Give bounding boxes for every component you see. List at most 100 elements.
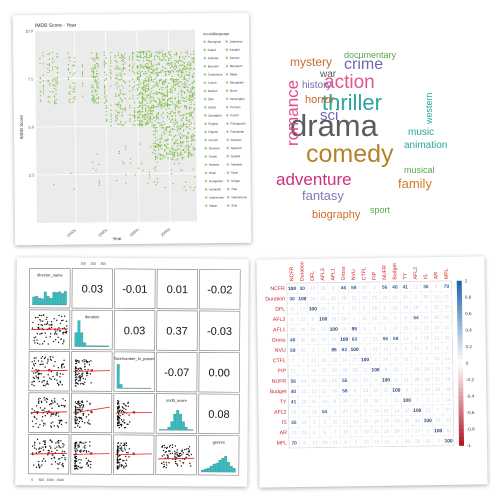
pairs-point (79, 367, 81, 369)
data-point (162, 98, 164, 100)
data-point (94, 91, 96, 93)
data-point (174, 104, 176, 106)
pairs-point (75, 373, 77, 375)
pairs-point (78, 360, 80, 362)
pairs-point (179, 452, 182, 455)
data-point (105, 62, 107, 64)
data-point (143, 88, 145, 90)
data-point (123, 124, 125, 126)
data-point (110, 85, 112, 87)
legend-swatch (227, 171, 229, 174)
data-point (136, 79, 139, 81)
data-point (157, 122, 159, 124)
data-point (142, 125, 144, 127)
data-point (190, 122, 192, 124)
correlation-cell: 100 (413, 408, 421, 414)
legend-swatch (227, 196, 230, 199)
pairs-point (46, 398, 49, 401)
data-point (144, 85, 146, 87)
pairs-point (90, 360, 92, 362)
pairs-point (81, 374, 83, 376)
data-point (147, 59, 149, 61)
data-point (104, 96, 106, 98)
data-point (138, 79, 140, 81)
data-point (147, 68, 149, 70)
pairs-point (62, 462, 64, 465)
data-point (163, 67, 165, 69)
data-point (162, 121, 164, 123)
data-point (157, 103, 159, 106)
colorbar-segment (458, 391, 464, 397)
data-point (165, 67, 167, 70)
pairs-point (121, 448, 123, 450)
correlation-cell: 35 (301, 389, 307, 395)
data-point (162, 103, 164, 105)
histogram-bar (74, 332, 78, 347)
data-point (140, 105, 142, 107)
data-point (192, 96, 194, 98)
data-point (185, 112, 188, 115)
correlation-cell: 33 (393, 367, 399, 373)
word-sport: sport (370, 205, 391, 215)
pairs-point (51, 463, 53, 465)
pairs-point (35, 448, 38, 450)
data-point (176, 105, 178, 108)
data-point (187, 146, 189, 148)
data-point (175, 120, 177, 122)
pairs-cell (198, 310, 241, 352)
pairs-point (56, 463, 59, 465)
data-point (179, 56, 181, 58)
data-point (140, 125, 142, 127)
data-point (177, 100, 180, 103)
data-point (129, 90, 131, 92)
data-point (140, 162, 143, 164)
correlation-cell: 20 (446, 428, 452, 434)
data-point (147, 66, 149, 68)
correlation-cell: 27 (321, 368, 327, 374)
data-point (162, 156, 164, 158)
pairs-point (41, 324, 44, 326)
data-point (56, 77, 59, 79)
legend-label: Filipino (209, 130, 219, 134)
data-point (136, 65, 138, 67)
pairs-point (50, 422, 52, 424)
pairs-point (42, 384, 45, 387)
pairs-point (63, 339, 65, 341)
pairs-point (176, 449, 178, 451)
pairs-point (51, 441, 53, 443)
pairs-point (58, 314, 60, 317)
legend-swatch (225, 65, 228, 68)
pairs-point (39, 442, 41, 444)
data-point (182, 114, 184, 116)
pairs-point (58, 422, 61, 424)
colorbar-tick: 0 (466, 361, 469, 366)
pairs-point (86, 374, 88, 377)
pairs-point (63, 327, 66, 329)
correlation-cell: 40 (392, 285, 398, 291)
data-point (165, 145, 167, 147)
data-point (179, 85, 181, 87)
data-point (110, 109, 112, 111)
correlation-cell: 5 (384, 326, 387, 332)
pairs-point (52, 375, 54, 378)
data-point (56, 83, 59, 85)
pairs-point (75, 450, 77, 453)
pairs-point (176, 451, 178, 454)
pairs-point (184, 448, 186, 451)
data-point (52, 68, 54, 71)
pairs-point (178, 453, 181, 455)
data-point (143, 118, 145, 121)
data-point (180, 52, 182, 54)
data-point (152, 110, 155, 112)
legend-swatch (204, 90, 207, 92)
data-point (49, 84, 51, 86)
pairs-point (50, 326, 53, 329)
data-point (98, 163, 100, 166)
data-point (69, 87, 71, 89)
data-point (186, 140, 188, 143)
correlation-cell: 23 (291, 430, 297, 436)
pairs-cell (156, 268, 199, 310)
pairs-point (39, 450, 42, 453)
data-point (184, 92, 186, 94)
data-point (156, 156, 158, 158)
